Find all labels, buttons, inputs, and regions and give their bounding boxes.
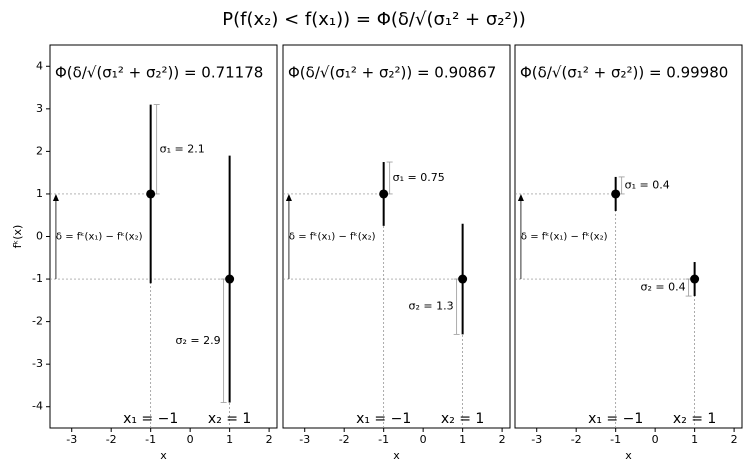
point-label: x₁ = −1 — [123, 411, 178, 427]
point-label: x₁ = −1 — [588, 411, 643, 427]
x-tick-label: -3 — [299, 433, 310, 446]
point-label: x₂ = 1 — [441, 411, 484, 427]
y-tick-label: -3 — [32, 357, 43, 370]
point — [379, 189, 389, 199]
x-tick-label: 2 — [499, 433, 506, 446]
x-tick-label: 1 — [691, 433, 698, 446]
sigma-label: σ₁ = 2.1 — [160, 142, 205, 155]
plot-frame — [514, 44, 743, 429]
y-tick-label: -1 — [32, 272, 43, 285]
x-tick-label: 0 — [420, 433, 427, 446]
delta-arrow-head — [517, 193, 524, 201]
plot-frame — [282, 44, 511, 429]
sigma-label: σ₁ = 0.4 — [625, 178, 670, 191]
y-tick-label: 3 — [36, 102, 43, 115]
x-tick-label: -1 — [145, 433, 156, 446]
point-label: x₂ = 1 — [208, 411, 251, 427]
x-tick-label: 1 — [459, 433, 466, 446]
y-tick-label: -4 — [32, 400, 43, 413]
probability-label: Φ(δ/√(σ₁² + σ₂²)) = 0.71178 — [55, 64, 263, 82]
x-tick-label: 0 — [187, 433, 194, 446]
x-tick-label: -2 — [106, 433, 117, 446]
point — [458, 274, 468, 284]
x-tick-label: 2 — [266, 433, 273, 446]
x-tick-label: -2 — [339, 433, 350, 446]
point-label: x₁ = −1 — [356, 411, 411, 427]
probability-label: Φ(δ/√(σ₁² + σ₂²)) = 0.90867 — [288, 64, 496, 82]
point — [225, 274, 235, 284]
point — [690, 274, 700, 284]
sigma-label: σ₂ = 1.3 — [409, 300, 454, 313]
x-axis-label: x — [625, 449, 632, 462]
point-label: x₂ = 1 — [673, 411, 716, 427]
x-tick-label: -1 — [378, 433, 389, 446]
delta-arrow-head — [285, 193, 292, 201]
point — [146, 189, 156, 199]
x-tick-label: -3 — [531, 433, 542, 446]
delta-label: δ = fᵏ(x₁) − fᵏ(x₂) — [289, 232, 376, 243]
x-axis-label: x — [160, 449, 167, 462]
delta-arrow-head — [52, 193, 59, 201]
sigma-label: σ₂ = 2.9 — [176, 334, 221, 347]
figure-title: P(f(x₂) < f(x₁)) = Φ(δ/√(σ₁² + σ₂²)) — [222, 9, 525, 30]
y-tick-label: 2 — [36, 144, 43, 157]
x-axis-label: x — [393, 449, 400, 462]
y-tick-label: 4 — [36, 59, 43, 72]
y-tick-label: 0 — [36, 230, 43, 243]
delta-label: δ = fᵏ(x₁) − fᵏ(x₂) — [56, 232, 143, 243]
x-tick-label: -1 — [610, 433, 621, 446]
delta-label: δ = fᵏ(x₁) − fᵏ(x₂) — [521, 232, 608, 243]
y-tick-label: -2 — [32, 315, 43, 328]
x-tick-label: 2 — [731, 433, 738, 446]
x-tick-label: -3 — [66, 433, 77, 446]
x-tick-label: -2 — [571, 433, 582, 446]
sigma-label: σ₁ = 0.75 — [393, 171, 445, 184]
y-axis-label: fᵏ(x) — [11, 225, 24, 249]
x-tick-label: 0 — [652, 433, 659, 446]
x-tick-label: 1 — [226, 433, 233, 446]
sigma-label: σ₂ = 0.4 — [641, 281, 686, 294]
probability-label: Φ(δ/√(σ₁² + σ₂²)) = 0.99980 — [520, 64, 728, 82]
y-tick-label: 1 — [36, 187, 43, 200]
point — [611, 189, 621, 199]
